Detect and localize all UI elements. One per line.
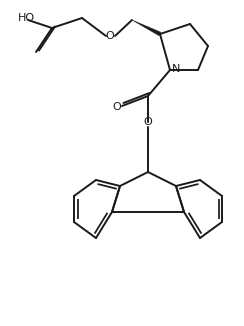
Text: N: N <box>172 64 180 74</box>
Polygon shape <box>132 20 161 36</box>
Text: HO: HO <box>18 13 35 23</box>
Text: O: O <box>106 31 114 41</box>
Text: O: O <box>113 102 121 112</box>
Text: O: O <box>144 117 152 127</box>
